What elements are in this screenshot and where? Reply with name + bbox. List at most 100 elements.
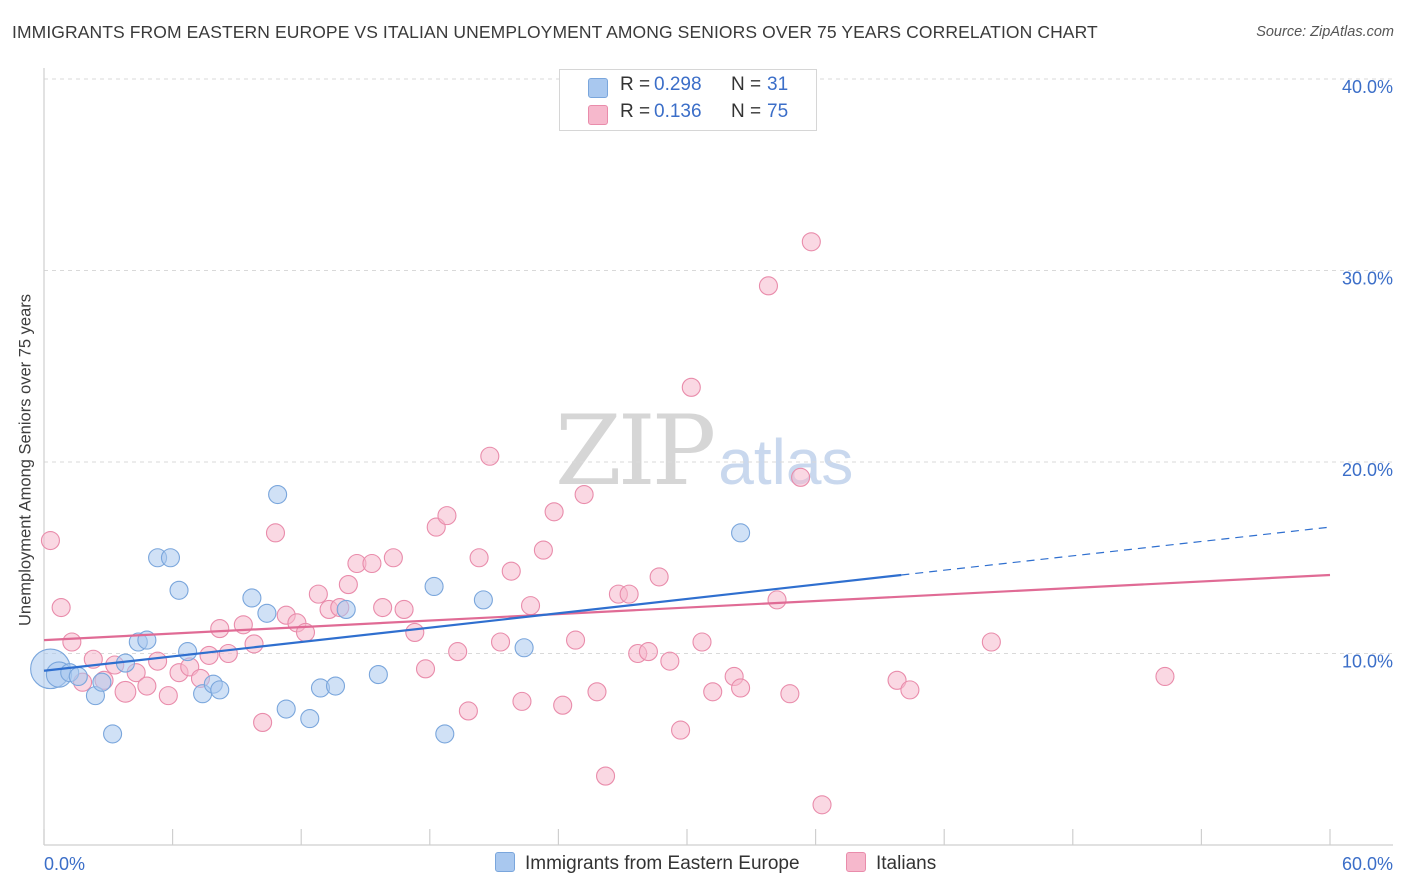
legend-n-value: 75 <box>767 101 789 122</box>
point-immigrants <box>300 709 320 729</box>
point-italians <box>767 590 787 610</box>
legend-r-value: 0.136 <box>654 101 702 122</box>
point-italians <box>574 485 594 505</box>
legend-swatch-pink <box>588 105 608 125</box>
legend-row-italians: R = 0.136 N = 75 <box>560 101 816 127</box>
grid-lines <box>44 78 1393 654</box>
point-immigrants <box>514 638 534 658</box>
point-italians <box>565 630 586 650</box>
point-italians <box>703 682 723 702</box>
point-italians <box>308 584 328 604</box>
legend-r-label: R = <box>620 101 651 122</box>
point-italians <box>362 553 382 574</box>
bottom-legend-italians: Italians <box>846 852 936 875</box>
bottom-legend-swatch-pink <box>846 852 866 872</box>
point-italians <box>114 680 137 703</box>
point-italians <box>619 584 639 604</box>
trend-line-immigrants <box>43 573 902 672</box>
legend: R = 0.298 N = 31 R = 0.136 N = 75 <box>559 69 817 131</box>
point-italians <box>51 597 71 618</box>
point-italians <box>458 701 478 721</box>
source-label: Source: ZipAtlas.com <box>1256 24 1394 40</box>
axes <box>43 68 1393 846</box>
point-italians <box>437 506 457 526</box>
legend-r-value: 0.298 <box>654 74 702 95</box>
trend-lines <box>43 526 1331 672</box>
point-italians <box>148 651 168 671</box>
data-points <box>30 232 1175 815</box>
point-italians <box>692 632 712 652</box>
point-italians <box>199 645 219 665</box>
point-italians <box>801 232 821 252</box>
legend-row-immigrants: R = 0.298 N = 31 <box>560 74 816 100</box>
point-immigrants <box>103 724 123 744</box>
trend-line-immigrants-extension <box>901 526 1331 576</box>
legend-r-label: R = <box>620 74 651 95</box>
bottom-legend-immigrants: Immigrants from Eastern Europe <box>495 852 800 875</box>
point-italians <box>887 670 907 690</box>
point-italians <box>553 695 573 715</box>
point-italians <box>671 720 691 740</box>
point-italians <box>681 377 701 397</box>
point-immigrants <box>473 590 493 610</box>
point-italians <box>731 678 751 698</box>
point-italians <box>253 712 273 732</box>
bottom-legend-label: Immigrants from Eastern Europe <box>525 853 800 874</box>
point-immigrants <box>268 485 288 505</box>
y-tick-label: 30.0% <box>1342 269 1393 289</box>
point-italians <box>900 680 920 700</box>
point-immigrants <box>731 523 751 543</box>
point-italians <box>1155 666 1175 687</box>
point-immigrants <box>242 588 262 608</box>
point-italians <box>512 691 532 711</box>
point-italians <box>265 523 286 543</box>
point-italians <box>405 622 425 642</box>
point-italians <box>812 795 832 815</box>
point-italians <box>210 619 230 639</box>
point-immigrants <box>424 576 444 597</box>
tick-labels: 10.0% 20.0% 30.0% 40.0% 0.0% 60.0% <box>44 77 1393 874</box>
point-italians <box>587 682 607 702</box>
point-italians <box>373 597 393 618</box>
point-italians <box>394 599 414 620</box>
point-italians <box>62 632 82 652</box>
point-italians <box>596 766 616 786</box>
y-tick-label: 20.0% <box>1342 460 1393 480</box>
point-italians <box>490 632 511 652</box>
point-italians <box>780 684 800 704</box>
point-italians <box>758 276 778 296</box>
point-italians <box>415 659 436 679</box>
point-immigrants <box>210 680 230 700</box>
bottom-legend-label: Italians <box>876 853 937 874</box>
point-italians <box>137 676 157 696</box>
point-immigrants <box>92 672 112 692</box>
point-italians <box>520 596 541 616</box>
point-immigrants <box>160 548 181 568</box>
point-italians <box>544 502 564 522</box>
y-axis-label-wrap: Unemployment Among Seniors over 75 years <box>6 250 46 670</box>
x-tick-label: 60.0% <box>1342 854 1393 874</box>
point-italians <box>981 632 1001 652</box>
legend-n-value: 31 <box>767 74 789 95</box>
point-immigrants <box>68 666 88 687</box>
y-tick-label: 10.0% <box>1342 652 1393 672</box>
legend-n-label: N = <box>731 74 762 95</box>
point-italians <box>649 567 669 587</box>
point-immigrants <box>169 580 189 600</box>
legend-n-label: N = <box>731 101 762 122</box>
legend-swatch-blue <box>588 78 608 98</box>
point-immigrants <box>178 642 198 662</box>
point-italians <box>448 642 468 662</box>
point-immigrants <box>336 599 356 620</box>
point-italians <box>383 548 403 568</box>
point-italians <box>660 651 680 671</box>
x-tick-label: 0.0% <box>44 854 85 874</box>
point-italians <box>40 530 60 551</box>
point-italians <box>501 561 521 581</box>
point-immigrants <box>325 676 346 696</box>
point-italians <box>244 634 264 654</box>
point-italians <box>338 575 358 595</box>
point-immigrants <box>368 665 388 685</box>
point-immigrants <box>276 699 296 719</box>
chart-title: IMMIGRANTS FROM EASTERN EUROPE VS ITALIA… <box>12 22 1098 42</box>
